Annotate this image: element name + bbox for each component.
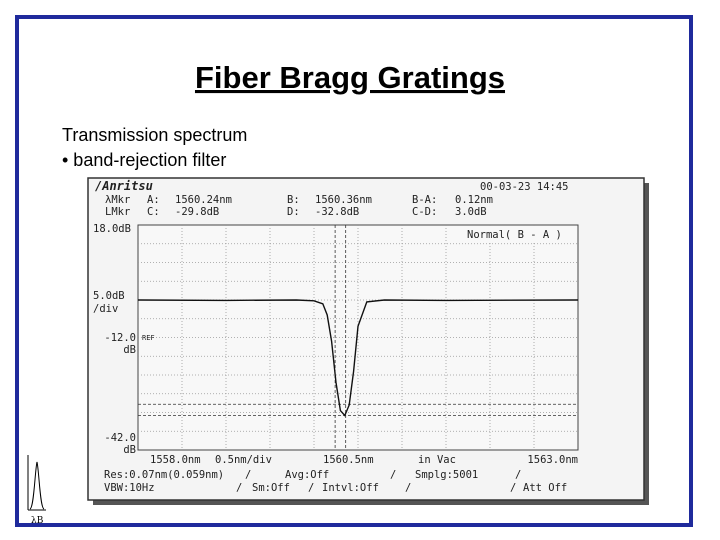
y-label: dB bbox=[123, 444, 136, 456]
x-label: 1560.5nm bbox=[323, 454, 374, 466]
icon-label: λB bbox=[31, 516, 44, 526]
marker-field: 1560.36nm bbox=[315, 194, 372, 206]
marker-field: LMkr bbox=[105, 206, 130, 218]
setting-field: Sm:Off bbox=[252, 482, 290, 494]
marker-field: 0.12nm bbox=[455, 194, 493, 206]
setting-field: / bbox=[390, 469, 396, 481]
setting-field: / bbox=[405, 482, 411, 494]
x-label: in Vac bbox=[418, 454, 456, 466]
y-label: 18.0dB bbox=[93, 223, 131, 235]
setting-field: / bbox=[236, 482, 242, 494]
marker-field: 1560.24nm bbox=[175, 194, 232, 206]
setting-field: Res:0.07nm(0.059nm) bbox=[104, 469, 224, 481]
marker-rows: λMkr A: 1560.24nm B: 1560.36nm B-A: 0.12nm LMkr… bbox=[105, 194, 493, 218]
marker-field: B: bbox=[287, 194, 300, 206]
marker-field: -32.8dB bbox=[315, 206, 359, 218]
y-label: -42.0 bbox=[104, 432, 136, 444]
marker-field: 3.0dB bbox=[455, 206, 487, 218]
setting-field: Intvl:Off bbox=[322, 482, 379, 494]
settings-rows: Res:0.07nm(0.059nm) / Avg:Off / Smplg:5001/V… bbox=[104, 469, 567, 494]
bullet: • band-rejection filter bbox=[62, 150, 226, 170]
y-label: 5.0dB bbox=[93, 290, 125, 302]
marker-field: -29.8dB bbox=[175, 206, 219, 218]
bullet: Transmission spectrum bbox=[62, 125, 247, 145]
marker-field: C: bbox=[147, 206, 160, 218]
brand: /Anritsu bbox=[95, 179, 153, 193]
marker-field: D: bbox=[287, 206, 300, 218]
setting-field: / bbox=[510, 482, 516, 494]
setting-field: / bbox=[245, 469, 251, 481]
spectrum-trace bbox=[137, 299, 579, 417]
y-label: -12.0 bbox=[104, 332, 136, 344]
datetime: 00-03-23 14:45 bbox=[480, 181, 569, 193]
marker-field: A: bbox=[147, 194, 160, 206]
x-label: 1563.0nm bbox=[527, 454, 578, 466]
setting-field: / bbox=[515, 469, 521, 481]
setting-field: / bbox=[308, 482, 314, 494]
slide-title: Fiber Bragg Gratings bbox=[195, 60, 505, 95]
setting-field: Smplg:5001 bbox=[415, 469, 478, 481]
ref-label: REF bbox=[142, 334, 155, 342]
x-label: 1558.0nm bbox=[150, 454, 201, 466]
marker-field: λMkr bbox=[105, 194, 130, 206]
marker-field: C-D: bbox=[412, 206, 437, 218]
icon-pulse bbox=[29, 461, 45, 510]
mode-box bbox=[462, 228, 575, 242]
setting-field: VBW:10Hz bbox=[104, 482, 155, 494]
y-label: dB bbox=[123, 344, 136, 356]
setting-field: Att Off bbox=[523, 482, 567, 494]
y-label: /div bbox=[93, 303, 118, 315]
marker-field: B-A: bbox=[412, 194, 437, 206]
x-label: 0.5nm/div bbox=[215, 454, 272, 466]
mode: Normal( B - A ) bbox=[467, 229, 562, 241]
setting-field: Avg:Off bbox=[285, 469, 329, 481]
